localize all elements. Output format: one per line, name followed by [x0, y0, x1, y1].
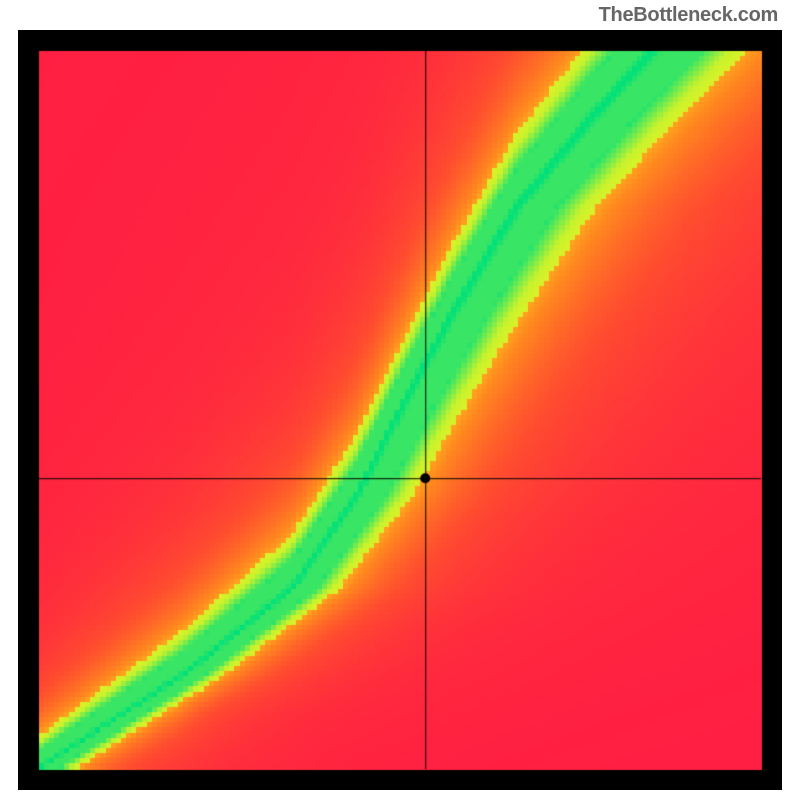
- watermark-text: TheBottleneck.com: [599, 4, 778, 27]
- bottleneck-heatmap: [18, 30, 782, 790]
